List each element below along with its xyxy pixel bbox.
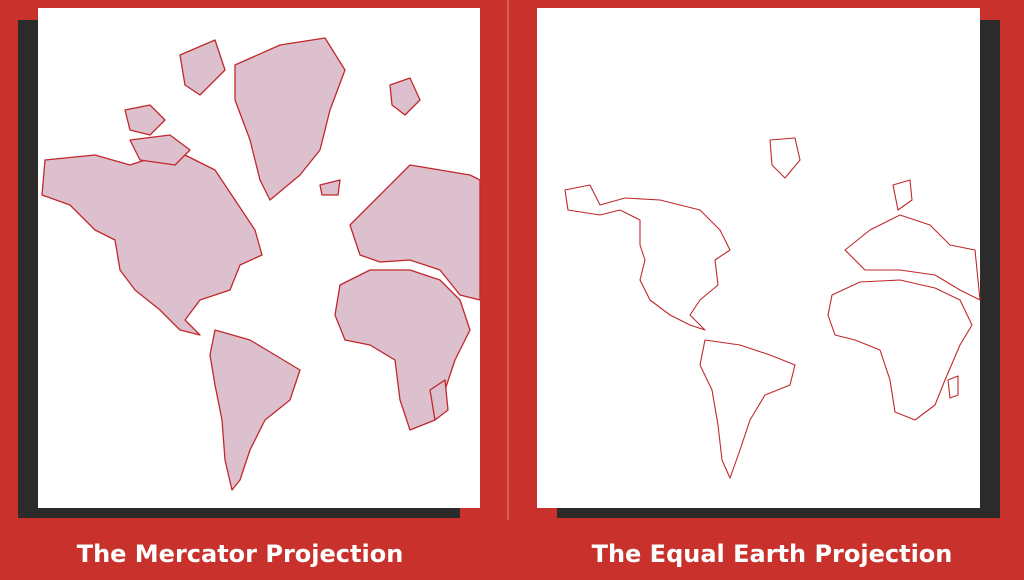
caption: The Equal Earth Projection	[592, 540, 953, 568]
equal-earth-map	[564, 137, 981, 479]
mercator-map	[41, 37, 481, 491]
map-panel	[537, 8, 980, 508]
caption: The Mercator Projection	[77, 540, 404, 568]
